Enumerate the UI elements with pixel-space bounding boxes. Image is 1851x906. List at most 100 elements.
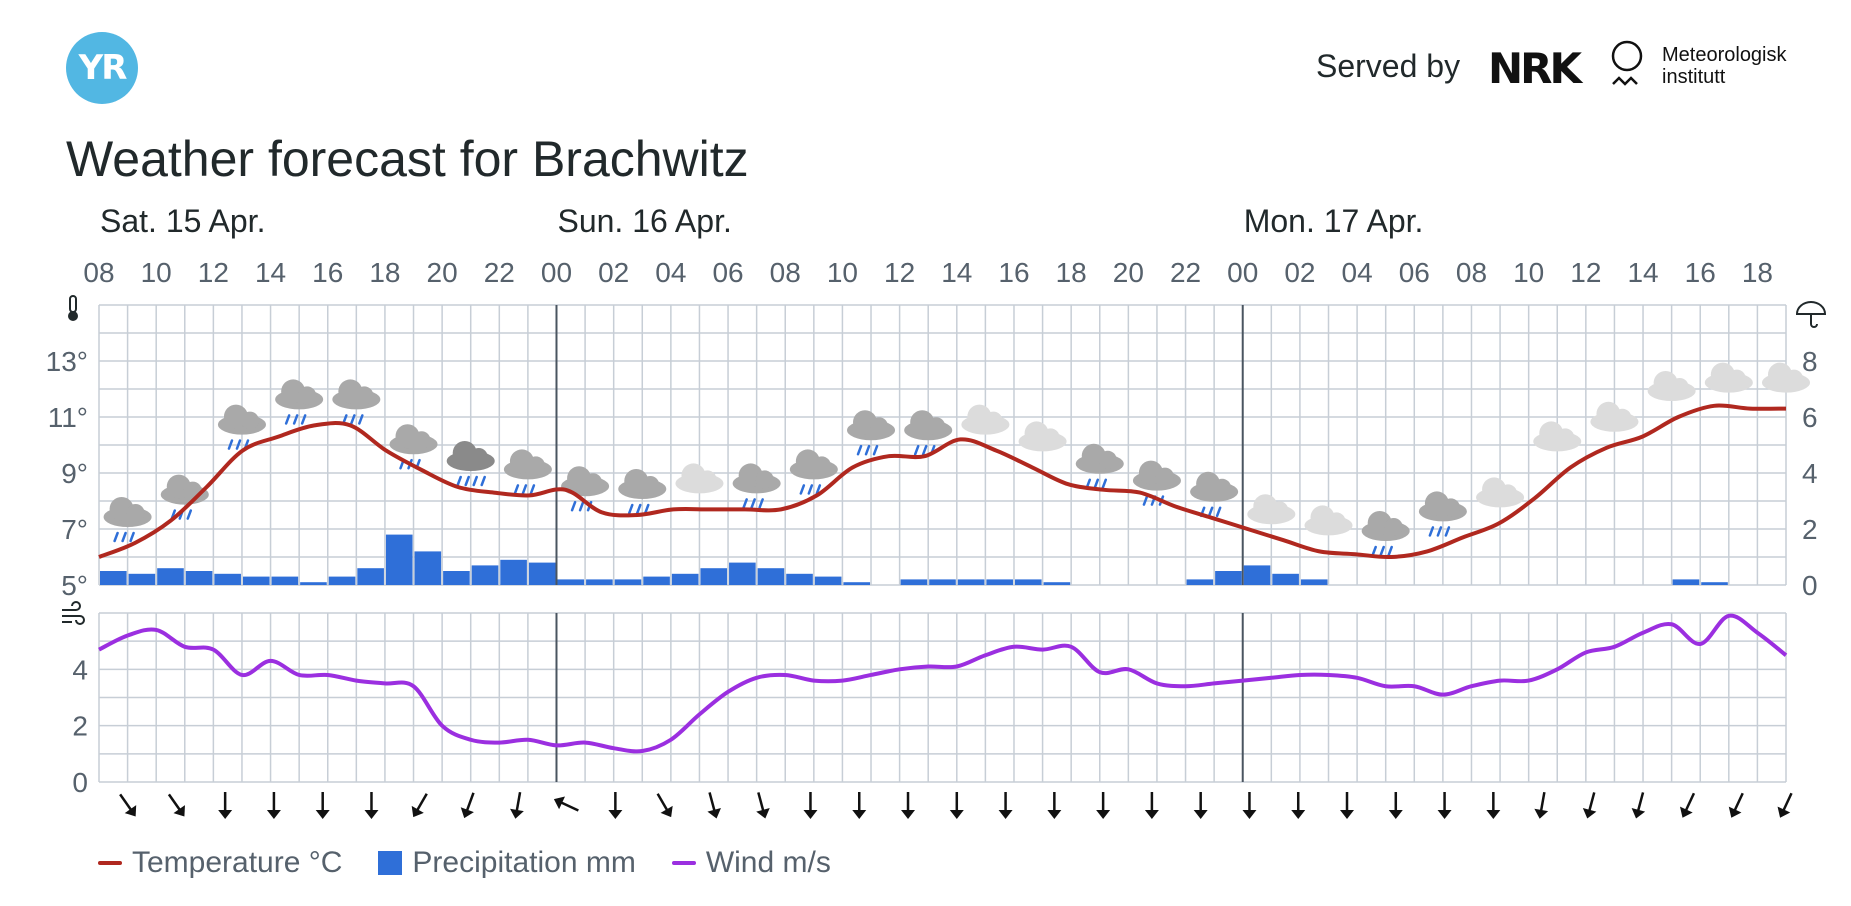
rain-drop <box>1436 526 1443 537</box>
hour-tick-label: 22 <box>1170 257 1201 288</box>
precipitation-bar <box>1300 579 1328 585</box>
wind-arrow-head <box>124 805 137 817</box>
rain-drop <box>235 439 242 450</box>
precipitation-bar <box>729 562 756 585</box>
hour-tick-label: 06 <box>1399 257 1430 288</box>
rain-cloud-icon <box>275 379 324 425</box>
precipitation-bar <box>557 579 585 585</box>
cloud-shape <box>584 473 603 492</box>
day-label: Sun. 16 Apr. <box>557 203 731 239</box>
temperature-tick-label: 7° <box>61 514 88 545</box>
temperature-tick-label: 11° <box>48 402 88 433</box>
rain-drop <box>358 414 364 425</box>
wind-arrow-head <box>218 810 233 819</box>
rain-drop <box>521 484 528 495</box>
precipitation-bar <box>757 568 785 585</box>
hour-tick-label: 00 <box>541 257 572 288</box>
wind-arrow-head <box>364 810 379 819</box>
cloud-shape <box>298 386 317 405</box>
rain-drop <box>227 439 234 450</box>
precipitation-bar <box>1672 579 1700 585</box>
legend-wind: Wind m/s <box>671 846 831 880</box>
rain-drop <box>129 531 135 543</box>
precipitation-tick-label: 6 <box>1802 402 1818 433</box>
hour-tick-label: 00 <box>1227 257 1258 288</box>
met-name-line2: institutt <box>1662 66 1726 88</box>
cloud-icon <box>1533 421 1582 452</box>
cloud-icon <box>1476 477 1525 508</box>
wind-icon-lines <box>62 601 85 625</box>
rain-drop <box>1444 526 1451 537</box>
wind-arrow-icon <box>1582 792 1597 819</box>
temperature-line <box>98 403 1787 560</box>
wind-arrow-head <box>1631 808 1646 819</box>
rain-drop <box>513 484 520 495</box>
cloud-shape <box>812 456 831 475</box>
cloud-shape <box>469 448 488 466</box>
precipitation-bar <box>1243 565 1271 585</box>
rain-drop <box>921 444 928 456</box>
wind-arrow-head <box>1582 808 1597 819</box>
cloud-icon <box>675 463 724 494</box>
met-institute-logo[interactable]: Meteorologisk institutt <box>1610 40 1810 96</box>
legend-precipitation-swatch <box>378 851 403 875</box>
precipitation-bar <box>614 579 642 585</box>
hour-tick-label: 04 <box>1342 257 1373 288</box>
wind-arrow-icon <box>119 793 137 817</box>
cloud-shape <box>984 411 1003 430</box>
hour-tick-label: 02 <box>1284 257 1315 288</box>
rain-cloud-icon <box>732 463 781 509</box>
wind-arrow-icon <box>756 792 770 819</box>
wind-arrow-icon <box>1193 792 1208 819</box>
cloud-icon <box>1247 494 1296 525</box>
precipitation-bar <box>157 568 184 585</box>
precipitation-bar <box>1701 582 1728 585</box>
wind-arrow-head <box>1728 806 1742 818</box>
rain-drop <box>644 503 650 515</box>
cloud-icon <box>1647 371 1696 401</box>
wind-arrow-head <box>1777 806 1791 818</box>
rain-drop <box>292 414 299 425</box>
hour-tick-label: 02 <box>598 257 629 288</box>
thermometer-icon-stem <box>69 295 77 313</box>
precipitation-bar <box>1272 573 1299 585</box>
wind-arrow-head <box>608 810 623 819</box>
rain-drop <box>472 475 478 487</box>
cloud-shape <box>1727 369 1746 388</box>
wind-arrow-head <box>315 810 330 819</box>
legend-wind-label: Wind m/s <box>705 846 831 879</box>
hour-tick-label: 18 <box>1742 257 1773 288</box>
cloud-shape <box>1327 512 1346 531</box>
precipitation-bar <box>100 571 127 585</box>
precipitation-bar <box>843 582 871 585</box>
day-label: Mon. 17 Apr. <box>1244 203 1424 239</box>
wind-arrow-icon <box>510 791 524 819</box>
nrk-logo[interactable]: NRK <box>1488 44 1582 93</box>
wind-arrow-head <box>803 810 818 819</box>
cloud-shape <box>1041 428 1060 447</box>
rain-cloud-icon <box>618 469 667 515</box>
cloud-icon <box>1590 401 1639 432</box>
precipitation-bar <box>471 565 499 585</box>
cloud-icon <box>1704 362 1753 393</box>
rain-drop <box>300 414 307 425</box>
precipitation-bar <box>586 579 613 585</box>
precipitation-bar <box>214 573 241 585</box>
rain-drop <box>742 498 748 509</box>
wind-arrow-icon <box>1096 792 1111 819</box>
precipitation-bars <box>100 534 1728 585</box>
wind-arrow-icon <box>1144 792 1159 819</box>
wind-arrow-head <box>707 808 721 819</box>
rain-drop <box>864 444 871 456</box>
rain-drop <box>464 475 470 487</box>
hour-tick-label: 14 <box>255 257 286 288</box>
precipitation-bar <box>786 573 813 585</box>
wind-arrow-icon <box>608 792 623 819</box>
wind-arrow-icon <box>218 792 233 819</box>
cloud-shape <box>1785 369 1803 388</box>
yr-logo[interactable]: YR <box>66 32 138 104</box>
wind-arrow-head <box>411 805 424 818</box>
wind-arrow-head <box>266 810 281 819</box>
page-title: Weather forecast for Brachwitz <box>66 131 749 187</box>
wind-arrow-icon <box>553 796 579 812</box>
